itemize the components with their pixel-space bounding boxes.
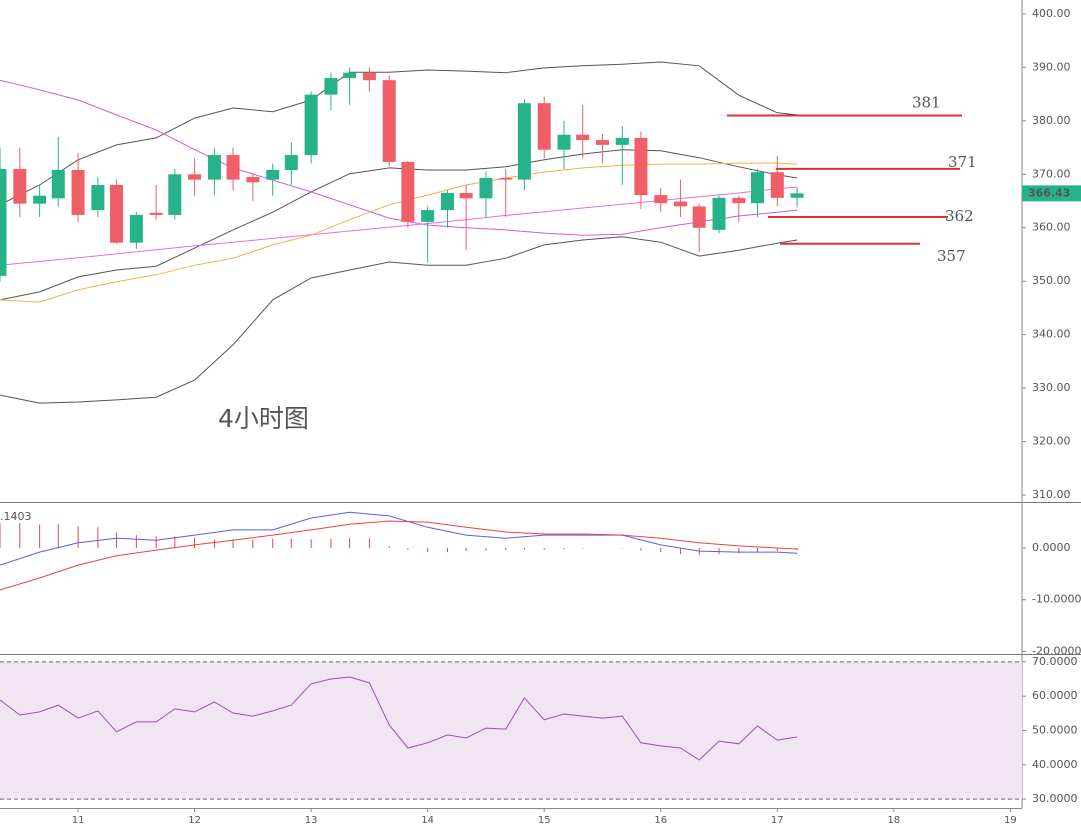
y-tick-label: -20.0000: [1032, 644, 1081, 657]
candle-body: [188, 174, 202, 180]
last-price-tag: [1022, 185, 1081, 202]
candle-body: [207, 155, 221, 180]
candle-body: [226, 155, 240, 180]
candle-body: [732, 197, 746, 204]
y-tick-label: 360.00: [1032, 221, 1071, 234]
candle-body: [770, 172, 784, 198]
y-tick-label: 330.00: [1032, 381, 1071, 394]
y-tick-label: 30.0000: [1032, 792, 1078, 805]
macd-label: .1403: [0, 510, 32, 523]
candle-body: [13, 168, 27, 204]
candle-body: [517, 103, 531, 180]
candle-body: [362, 72, 376, 81]
candle-body: [750, 172, 764, 204]
candle-body: [266, 170, 280, 180]
candle-body: [129, 214, 143, 243]
x-tick-label: 19: [1004, 815, 1017, 825]
candle-body: [634, 137, 648, 196]
candle-body: [576, 134, 590, 141]
level-label: 371: [948, 153, 977, 171]
candle-body: [459, 192, 473, 199]
y-tick-label: 340.00: [1032, 328, 1071, 341]
y-tick-label: 390.00: [1032, 60, 1071, 73]
x-tick-label: 11: [72, 815, 85, 825]
x-tick-label: 14: [421, 815, 434, 825]
candle-body: [382, 80, 396, 162]
y-tick-label: 50.0000: [1032, 723, 1078, 736]
candle-body: [615, 137, 629, 145]
candle-body: [692, 206, 706, 228]
y-tick-label: 40.0000: [1032, 758, 1078, 771]
candle-body: [499, 178, 513, 180]
x-tick-label: 13: [305, 815, 318, 825]
y-tick-label: 400.00: [1032, 7, 1071, 20]
y-tick-label: 70.0000: [1032, 655, 1078, 668]
candle-body: [0, 168, 7, 276]
candle-body: [557, 134, 571, 150]
candle-body: [110, 184, 124, 243]
candle-body: [440, 192, 454, 211]
x-tick-label: 17: [771, 815, 784, 825]
candle-body: [324, 78, 338, 95]
candle-body: [537, 103, 551, 150]
y-tick-label: 0.0000: [1032, 541, 1071, 554]
x-tick-label: 15: [538, 815, 551, 825]
x-tick-label: 12: [188, 815, 201, 825]
candle-body: [51, 170, 65, 199]
overlay-line: [0, 186, 798, 266]
y-tick-label: 320.00: [1032, 435, 1071, 448]
candle-body: [284, 155, 298, 171]
last-price-label: 366.43: [1028, 186, 1070, 199]
y-tick-label: 310.00: [1032, 488, 1071, 501]
y-tick-label: 380.00: [1032, 114, 1071, 127]
candle-body: [71, 170, 85, 215]
candle-body: [304, 94, 318, 156]
macd-line: [0, 520, 798, 591]
level-label: 357: [937, 247, 966, 265]
y-tick-label: 370.00: [1032, 167, 1071, 180]
candle-body: [246, 176, 260, 183]
candle-body: [790, 193, 804, 198]
candle-body: [168, 174, 182, 215]
candle-body: [479, 178, 493, 199]
x-tick-label: 16: [654, 815, 667, 825]
y-tick-label: 350.00: [1032, 274, 1071, 287]
candle-body: [421, 210, 435, 222]
level-label: 362: [945, 207, 974, 225]
candle-body: [343, 72, 357, 79]
candle-body: [33, 195, 47, 204]
overlay-line: [0, 236, 798, 404]
chart-annotation: 4小时图: [218, 404, 309, 433]
overlay-line: [0, 61, 798, 206]
candle-body: [654, 195, 668, 204]
candle-body: [595, 140, 609, 145]
y-tick-label: 60.0000: [1032, 689, 1078, 702]
candle-body: [91, 184, 105, 211]
y-tick-label: -10.0000: [1032, 593, 1081, 606]
candle-body: [674, 201, 688, 207]
macd-line: [0, 511, 798, 566]
level-label: 381: [912, 93, 941, 111]
candle-body: [712, 197, 726, 230]
rsi-line: [0, 676, 798, 761]
candle-body: [401, 161, 415, 222]
candle-body: [149, 212, 163, 215]
x-tick-label: 18: [887, 815, 900, 825]
rsi-band: [0, 661, 1022, 800]
